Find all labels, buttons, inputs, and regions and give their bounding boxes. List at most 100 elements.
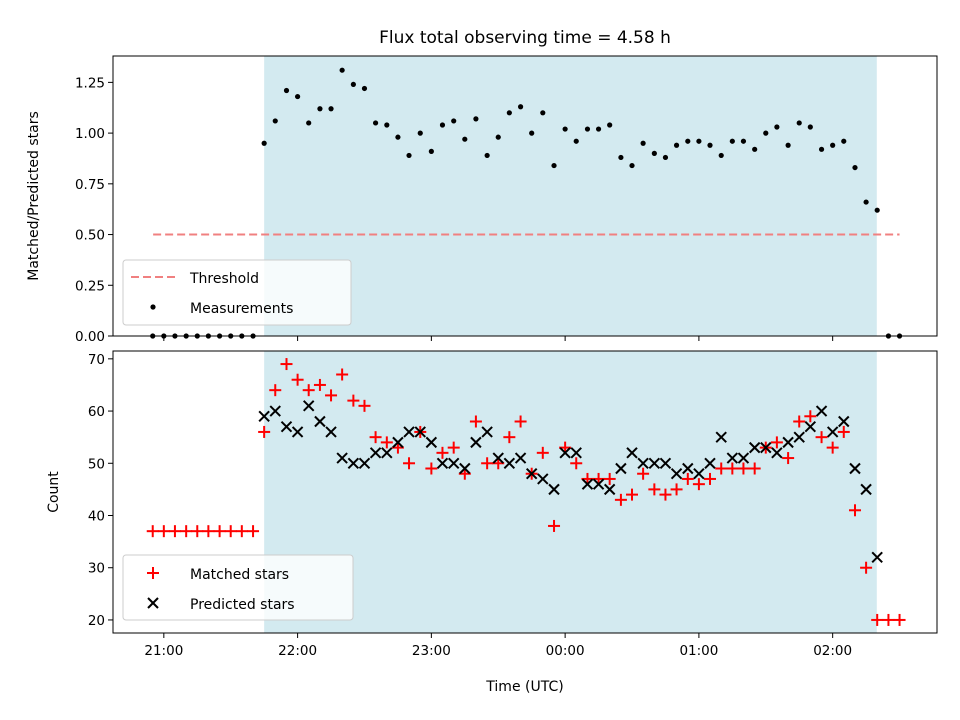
predicted-star-stroke-b	[726, 452, 739, 464]
measurement-point	[428, 148, 434, 154]
observing-span-shade-bottom	[264, 351, 877, 633]
matched-star-point	[536, 446, 549, 459]
top-y-tick-label: 0.75	[75, 177, 105, 193]
predicted-star-point	[748, 441, 761, 454]
matched-star-point	[770, 436, 783, 449]
top-legend-box	[122, 259, 352, 326]
matched-star-point	[893, 613, 906, 626]
predicted-star-stroke-b	[737, 452, 750, 464]
matched-star-point	[213, 525, 226, 538]
predicted-star-point	[682, 462, 694, 475]
matched-star-point	[737, 462, 750, 475]
bottom-x-ticks: 21:00 22:00 23:00 00:00 01:00 02:00	[144, 633, 852, 659]
bottom-y-tick-label: 70	[88, 352, 105, 368]
measurement-point	[306, 120, 312, 126]
matched-star-point	[469, 415, 482, 428]
predicted-star-point	[871, 551, 883, 563]
matched-star-point	[849, 504, 862, 517]
predicted-star-stroke-b	[648, 457, 661, 469]
matched-star-point	[481, 457, 494, 470]
matched-star-point	[603, 472, 616, 485]
matched-star-point	[548, 519, 561, 532]
bottom-y-tick-label: 50	[88, 456, 105, 472]
bottom-y-axis-label: Count	[46, 471, 62, 513]
predicted-legend-label: Predicted stars	[190, 597, 295, 613]
measurement-point	[272, 118, 278, 124]
matched-star-point	[826, 441, 839, 454]
predicted-star-point	[826, 426, 839, 438]
matched-star-point	[726, 462, 739, 475]
top-y-tick-label: 0.00	[75, 329, 105, 345]
predicted-star-stroke-b	[548, 483, 560, 496]
predicted-star-stroke-b	[447, 457, 460, 469]
matched-star-point	[168, 525, 181, 538]
measurement-point	[573, 138, 579, 144]
bottom-y-tick-label: 20	[88, 613, 105, 629]
predicted-star-stroke-b	[392, 436, 404, 449]
predicted-star-stroke-b	[269, 405, 281, 417]
matched-star-point	[280, 358, 293, 371]
predicted-star-stroke-b	[302, 400, 315, 412]
predicted-star-stroke-b	[626, 447, 638, 459]
chart-title: Flux total observing time = 4.58 h	[379, 28, 671, 48]
measurement-point	[540, 110, 546, 116]
measurement-point	[763, 130, 769, 136]
measurement-point	[841, 138, 847, 144]
bottom-y-tick-label: 60	[88, 404, 105, 420]
predicted-star-stroke-b	[258, 410, 270, 422]
matched-legend-swatch	[147, 567, 159, 579]
predicted-star-stroke-b	[336, 452, 348, 464]
predicted-star-point	[838, 415, 850, 428]
predicted-star-stroke-b	[481, 426, 493, 438]
predicted-star-stroke-b	[826, 426, 839, 438]
matched-star-point	[157, 525, 170, 538]
measurement-point	[517, 104, 524, 110]
matched-star-point	[793, 415, 806, 428]
top-y-axis-label: Matched/Predicted stars	[26, 111, 42, 281]
observing-span-shade	[264, 56, 877, 336]
measurement-point	[807, 124, 813, 130]
matched-star-point	[269, 384, 282, 397]
predicted-star-point	[302, 400, 315, 412]
matched-star-point	[358, 399, 371, 412]
predicted-star-stroke-b	[615, 462, 627, 475]
matched-star-point	[681, 472, 694, 485]
predicted-star-point	[436, 457, 449, 469]
predicted-star-stroke-b	[715, 431, 727, 443]
measurement-point	[774, 124, 780, 130]
predicted-star-point	[503, 457, 516, 469]
predicted-star-stroke-b	[514, 452, 527, 464]
predicted-star-stroke-b	[291, 426, 304, 438]
matched-star-point	[614, 493, 627, 506]
matched-star-point	[247, 525, 260, 538]
matched-star-point	[804, 410, 817, 423]
predicted-star-point	[325, 426, 337, 438]
count-series	[146, 358, 906, 626]
predicted-star-stroke-b	[581, 478, 594, 490]
bottom-x-tick-label: 01:00	[679, 643, 718, 659]
matched-legend-label: Matched stars	[190, 567, 289, 583]
measurement-point	[874, 207, 880, 213]
measurement-point	[752, 146, 758, 152]
top-y-ticks: 0.00 0.25 0.50 0.75 1.00 1.25	[75, 75, 834, 345]
measurement-point	[417, 130, 423, 136]
predicted-star-stroke-b	[414, 426, 426, 438]
matched-star-point	[637, 467, 650, 480]
measurement-point	[406, 152, 412, 159]
predicted-star-stroke-b	[603, 483, 616, 496]
top-y-tick-label: 1.00	[75, 126, 105, 142]
predicted-star-point	[815, 405, 828, 417]
matched-star-point	[436, 446, 449, 459]
matched-star-point	[380, 436, 393, 449]
predicted-star-point	[314, 415, 326, 428]
matched-star-point	[748, 462, 761, 475]
predicted-star-stroke-b	[860, 483, 872, 496]
measurement-point	[294, 93, 301, 100]
matched-star-point	[191, 525, 204, 538]
matched-star-point	[514, 415, 527, 428]
predicted-star-stroke-b	[815, 405, 828, 417]
measurement-point	[729, 138, 735, 144]
matched-star-point	[626, 488, 639, 501]
predicted-star-point	[670, 468, 683, 480]
